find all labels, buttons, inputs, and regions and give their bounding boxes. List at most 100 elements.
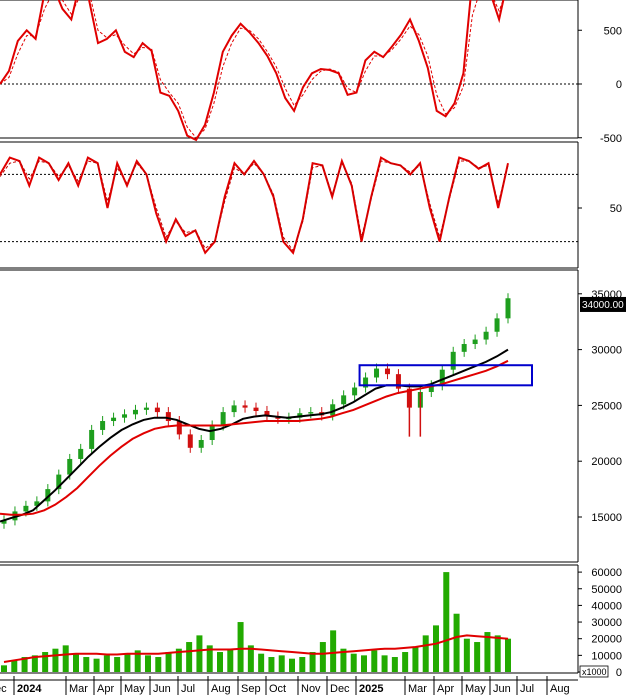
volume-bar [31, 655, 38, 672]
y-tick-label: 0 [616, 79, 622, 91]
volume-bar [289, 658, 295, 672]
candle-body [78, 448, 84, 459]
x-tick-label: Jun [493, 683, 511, 695]
volume-bar [494, 635, 501, 672]
candle-body [395, 374, 401, 389]
volume-bar [278, 655, 285, 672]
volume-bar [165, 652, 172, 672]
candle-body [209, 425, 215, 440]
candle-body [374, 368, 380, 378]
volume-bar [145, 655, 151, 672]
y-tick-label: 50 [610, 203, 622, 215]
volume-bar [463, 638, 470, 672]
volume-bar [73, 653, 79, 672]
candle-body [363, 377, 369, 388]
x-tick-label: Oct [269, 683, 286, 695]
x-tick-label: ec [0, 683, 7, 695]
volume-bar [206, 645, 213, 672]
candle-body [56, 474, 62, 490]
candle-body [330, 404, 336, 416]
volume-bar [21, 657, 28, 672]
x-tick-label: Mar [408, 683, 427, 695]
y-tick-label: 20000 [591, 456, 622, 468]
volume-bar [371, 650, 378, 672]
x-tick-label: May [465, 683, 486, 695]
candle-body [1, 520, 7, 524]
candle-body [122, 414, 128, 418]
volume-bar [433, 625, 439, 672]
volume-bar [103, 655, 110, 672]
moving-average-black [0, 348, 509, 523]
moving-average-red [0, 359, 509, 516]
volume-bar [52, 648, 59, 672]
candle-body [439, 369, 445, 386]
x-tick-label: May [124, 683, 145, 695]
y-tick-label: 60000 [591, 567, 622, 579]
volume-bar [217, 652, 223, 672]
y-tick-label: 20000 [591, 634, 622, 646]
x-tick-label: Nov [301, 683, 321, 695]
y-tick-label: 25000 [591, 400, 622, 412]
candle-body [187, 434, 193, 448]
volume-bar [1, 665, 7, 672]
x-tick-label: Apr [437, 683, 454, 695]
volume-bar [319, 642, 326, 672]
volume-bar [309, 652, 316, 672]
unit-box [579, 665, 609, 678]
x-tick-label: Aug [211, 683, 231, 695]
candle-body [428, 385, 434, 393]
candle-body [132, 409, 138, 415]
candle-body [45, 489, 51, 502]
breakout-box [358, 364, 533, 387]
candle-body [483, 331, 489, 340]
candles [1, 293, 511, 529]
candle-body [406, 388, 412, 408]
volume-bar [402, 652, 409, 672]
volume-bar [124, 653, 131, 672]
x-tick-label: Jul [181, 683, 195, 695]
unit-label: x1000 [582, 667, 607, 677]
candle-body [308, 412, 314, 414]
candle-body [143, 407, 149, 410]
volume-bar [42, 652, 49, 672]
volume-bar [299, 657, 306, 672]
volume-bar [484, 632, 491, 672]
volume-bar [83, 657, 90, 672]
candle-body [352, 387, 358, 396]
oscillator-1-panel: 10005000-500 [0, 0, 622, 145]
volume-bar [196, 635, 203, 672]
x-tick-label: Dec [330, 683, 350, 695]
volume-bar [247, 645, 254, 672]
volume-bar [474, 642, 481, 672]
candle-body [264, 410, 270, 417]
oscillator-1-main-line [0, 0, 505, 142]
y-tick-label: 30000 [591, 345, 622, 357]
oscillator-1-signal-line [0, 0, 504, 139]
volume-moving-average [3, 634, 509, 663]
volume-bars [1, 572, 511, 672]
volume-bar [361, 655, 367, 672]
y-tick-label: 30000 [591, 617, 622, 629]
candle-body [384, 368, 390, 375]
volume-bar [93, 658, 100, 672]
volume-bar [186, 642, 193, 672]
candle-body [341, 395, 347, 405]
y-tick-label: 10000 [591, 650, 622, 662]
volume-bar [62, 645, 69, 672]
volume-bar [175, 648, 182, 672]
volume-bar [443, 572, 450, 672]
x-tick-label: Mar [69, 683, 88, 695]
y-tick-label: 500 [604, 25, 622, 37]
candle-body [253, 407, 259, 411]
candle-body [89, 429, 95, 449]
volume-bar [114, 657, 121, 672]
candle-body [472, 339, 478, 345]
volume-bar [381, 655, 388, 672]
candle-body [461, 344, 467, 352]
candle-body [154, 407, 160, 413]
candle-body [494, 318, 500, 332]
last-price-tag [580, 296, 626, 312]
y-tick-label: 40000 [591, 600, 622, 612]
